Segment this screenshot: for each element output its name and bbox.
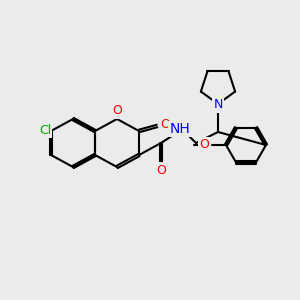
- Text: NH: NH: [169, 122, 190, 136]
- Text: O: O: [199, 139, 209, 152]
- Text: N: N: [213, 98, 223, 112]
- Text: Cl: Cl: [39, 124, 51, 136]
- Text: O: O: [112, 104, 122, 118]
- Text: O: O: [160, 118, 170, 131]
- Text: O: O: [156, 164, 166, 176]
